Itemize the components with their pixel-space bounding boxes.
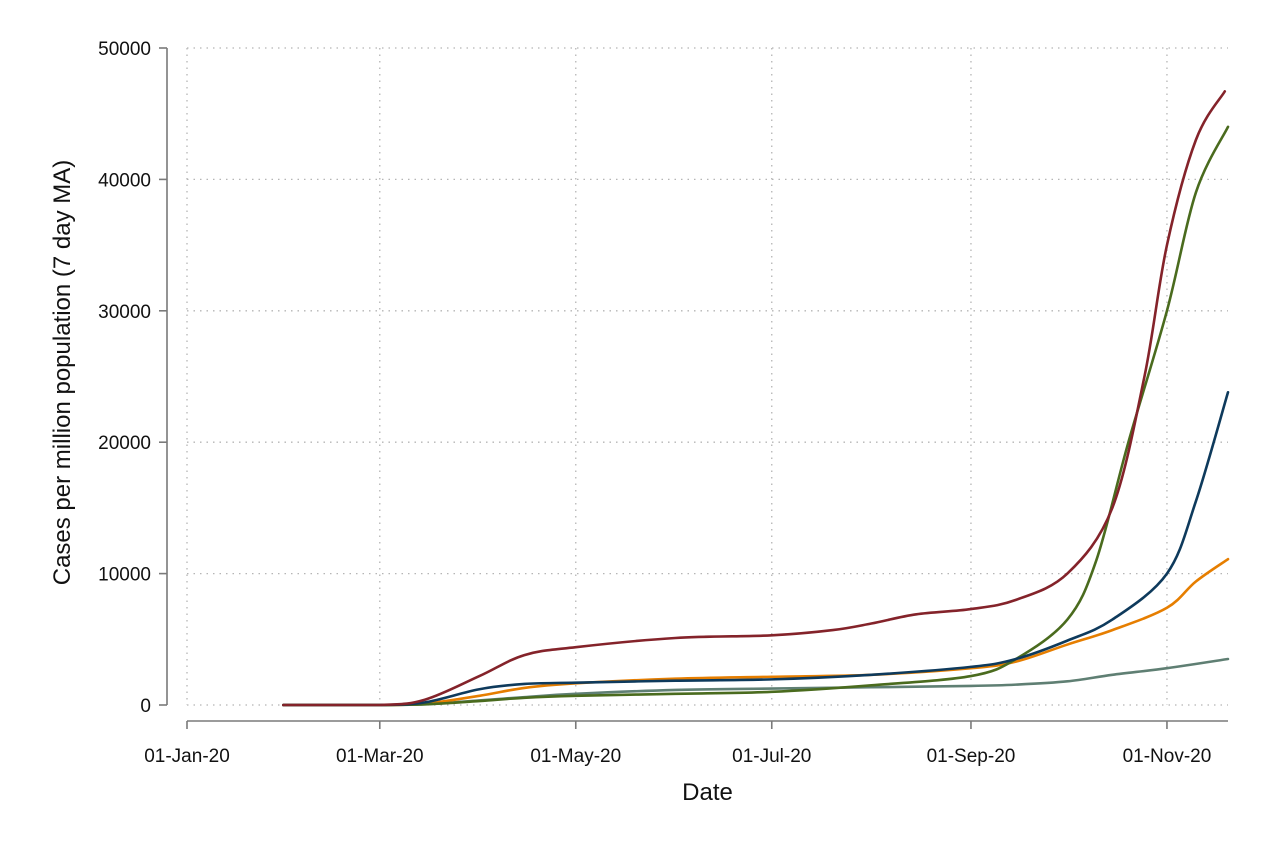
series-line-3 — [282, 125, 1230, 707]
series-lines — [282, 90, 1230, 707]
y-tick-label: 20000 — [98, 433, 151, 454]
series-line-4 — [282, 390, 1230, 707]
y-tick-label: 50000 — [98, 39, 151, 60]
y-axis-title: Cases per million population (7 day MA) — [49, 160, 76, 586]
y-tick-label: 10000 — [98, 565, 151, 586]
y-tick-label: 30000 — [98, 302, 151, 323]
gridlines — [186, 47, 1228, 706]
tick-labels: 0 10000 20000 30000 40000 50000 01-Jan-20 01-Ma… — [98, 39, 1211, 767]
axes — [166, 48, 1228, 722]
x-axis-title: Date — [682, 779, 733, 806]
y-tick-label: 40000 — [98, 170, 151, 191]
x-tick-label: 01-May-20 — [530, 746, 621, 767]
x-tick-label: 01-Nov-20 — [1123, 746, 1212, 767]
x-tick-label: 01-Jan-20 — [144, 746, 230, 767]
x-tick-label: 01-Mar-20 — [336, 746, 424, 767]
tick-marks — [159, 47, 1168, 729]
x-tick-label: 01-Sep-20 — [927, 746, 1016, 767]
series-line-2 — [282, 557, 1230, 707]
series-line-1 — [282, 657, 1230, 707]
series-line-5 — [282, 90, 1227, 707]
y-tick-label: 0 — [140, 696, 151, 717]
x-tick-label: 01-Jul-20 — [732, 746, 811, 767]
